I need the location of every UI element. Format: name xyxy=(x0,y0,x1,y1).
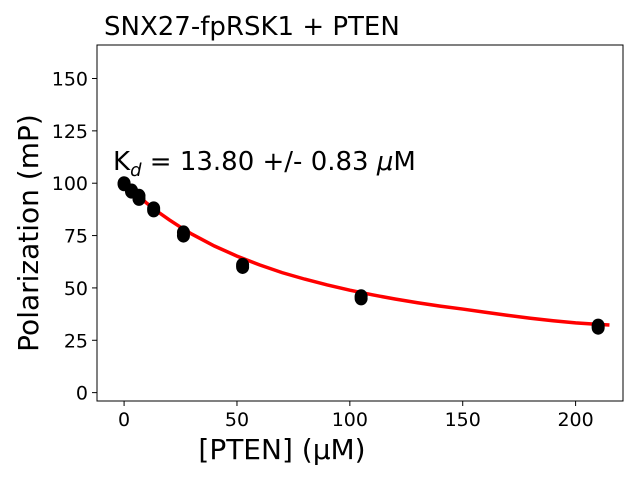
x-tick-label: 0 xyxy=(118,409,130,431)
plot-area: 0 50 100 150 200 0 25 50 75 100 125 150 xyxy=(52,44,624,431)
y-axis-label: Polarization (mP) xyxy=(12,114,45,352)
y-tick-label: 75 xyxy=(64,226,88,248)
chart-title: SNX27-fpRSK1 + PTEN xyxy=(104,12,400,42)
y-tick-label: 150 xyxy=(52,69,88,91)
kd-subscript: d xyxy=(130,160,142,181)
x-tick-label: 100 xyxy=(332,409,368,431)
x-tick-label: 200 xyxy=(557,409,593,431)
y-tick-label: 50 xyxy=(64,278,88,300)
kd-annotation: Kd = 13.80 +/- 0.83 μM xyxy=(113,147,416,181)
y-tick-label: 125 xyxy=(52,121,88,143)
y-tick-label: 0 xyxy=(76,383,88,405)
data-point xyxy=(236,259,250,274)
x-tick-label: 150 xyxy=(445,409,481,431)
data-point xyxy=(132,191,146,206)
data-point xyxy=(591,320,605,335)
fit-curve xyxy=(122,181,610,327)
x-axis-label: [PTEN] (µM) xyxy=(198,433,365,466)
axes-frame xyxy=(96,44,624,402)
x-tick-label: 50 xyxy=(225,409,249,431)
data-point xyxy=(147,203,161,218)
kd-unit: M xyxy=(393,147,415,177)
y-tick-label: 100 xyxy=(52,173,88,195)
y-tick-label: 25 xyxy=(64,330,88,352)
kd-prefix: K xyxy=(113,147,131,177)
data-point xyxy=(176,228,190,243)
kd-mu: μ xyxy=(376,147,394,177)
kd-value: = 13.80 +/- 0.83 xyxy=(142,147,377,177)
data-point xyxy=(354,291,368,306)
